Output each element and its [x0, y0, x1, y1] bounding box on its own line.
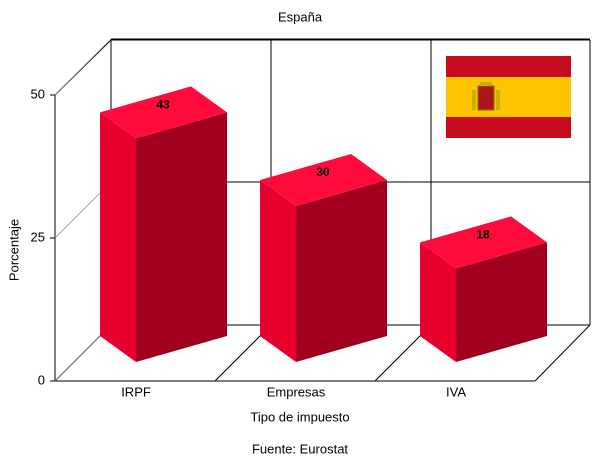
bar-top: [420, 216, 547, 269]
bar: [100, 86, 227, 363]
x-tick-label: IRPF: [121, 384, 151, 399]
bar-top: [100, 86, 227, 139]
flag: [446, 56, 571, 138]
bar-side: [420, 242, 456, 362]
bar-front: [296, 180, 387, 362]
bar-front: [136, 112, 227, 363]
value-label: 43: [156, 98, 170, 112]
value-label: 18: [476, 228, 490, 242]
bar: [260, 154, 387, 362]
bar-front: [456, 242, 547, 362]
bar-top: [260, 154, 387, 206]
source: Fuente: Eurostat: [252, 441, 348, 456]
x-tick-label: IVA: [446, 384, 466, 399]
grid-line: [54, 38, 112, 96]
bar-side: [100, 112, 136, 363]
x-tick-label: Empresas: [267, 384, 326, 399]
value-label: 30: [316, 165, 330, 179]
bar-side: [260, 180, 296, 362]
bar: [420, 216, 547, 362]
y-tick-label: 0: [38, 372, 45, 387]
y-tick-label: 25: [31, 229, 45, 244]
x-axis-label: Tipo de impuesto: [250, 409, 349, 424]
y-axis-label: Porcentaje: [6, 219, 21, 281]
chart-title: España: [278, 9, 323, 24]
y-tick-label: 50: [31, 86, 45, 101]
